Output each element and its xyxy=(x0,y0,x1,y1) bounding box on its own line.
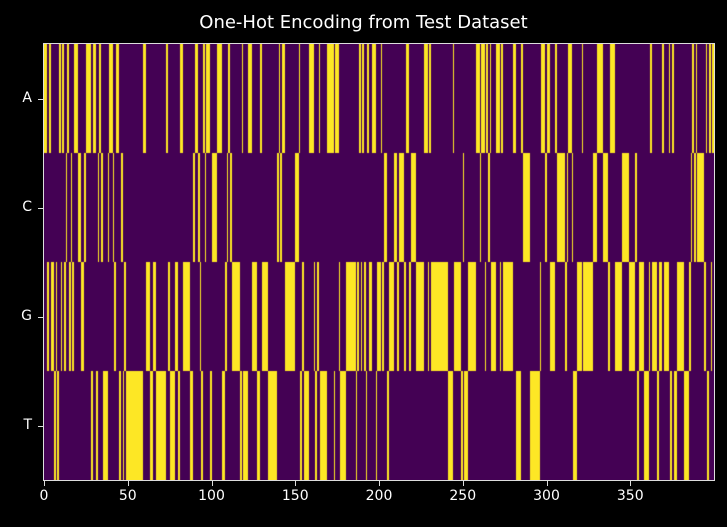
x-tick-mark xyxy=(44,480,45,486)
x-tick-mark xyxy=(211,480,213,486)
y-tick-mark xyxy=(38,316,44,318)
y-tick-label-A: A xyxy=(22,89,32,106)
x-tick-label-0: 0 xyxy=(39,488,49,504)
x-tick-mark xyxy=(379,480,380,486)
y-tick-label-C: C xyxy=(22,198,32,215)
x-tick-mark xyxy=(295,480,297,486)
x-tick-label-100: 100 xyxy=(198,488,225,504)
heatmap-plot-area xyxy=(43,43,715,481)
heatmap-canvas xyxy=(44,44,714,480)
x-tick-label-150: 150 xyxy=(281,488,309,504)
x-tick-label-300: 300 xyxy=(533,488,560,504)
y-tick-mark xyxy=(38,207,44,209)
y-tick-mark xyxy=(38,98,44,100)
y-tick-label-G: G xyxy=(21,307,32,324)
x-tick-label-250: 250 xyxy=(449,488,477,504)
x-tick-mark xyxy=(630,480,632,486)
chart-title: One-Hot Encoding from Test Dataset xyxy=(199,12,528,33)
x-tick-mark xyxy=(546,480,548,486)
x-tick-label-50: 50 xyxy=(118,488,137,504)
y-tick-label-T: T xyxy=(23,416,32,433)
x-tick-label-350: 350 xyxy=(616,488,644,504)
x-tick-label-200: 200 xyxy=(365,488,393,504)
x-tick-mark xyxy=(462,480,464,486)
y-tick-mark xyxy=(38,425,44,427)
x-tick-mark xyxy=(127,480,129,486)
